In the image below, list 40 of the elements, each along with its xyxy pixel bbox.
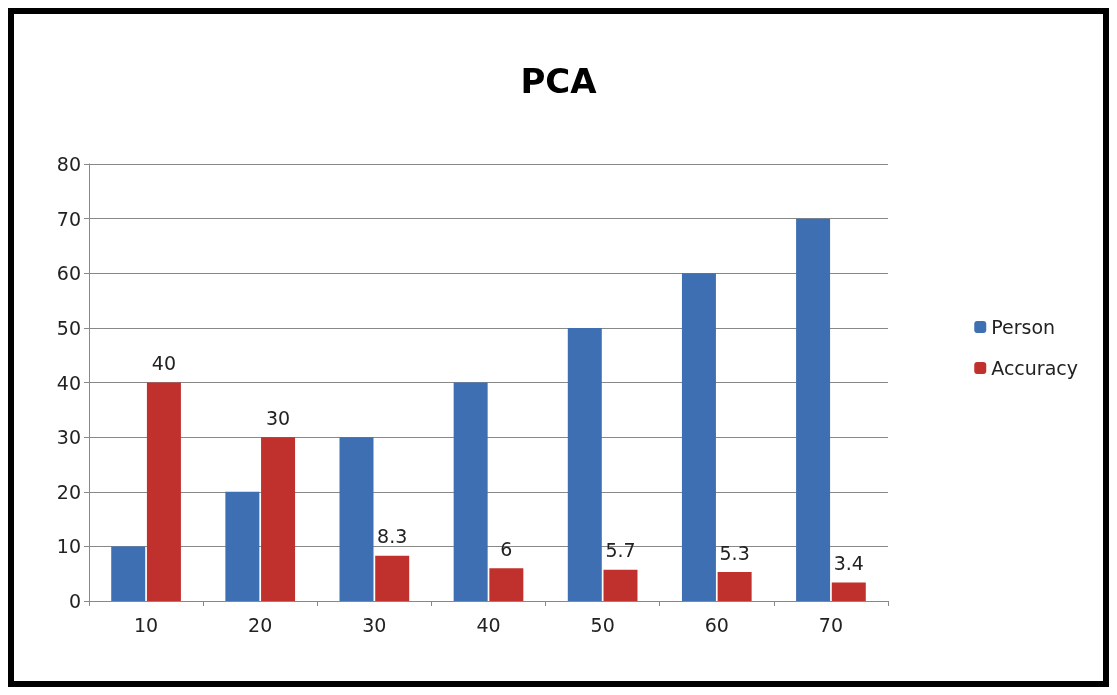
bar bbox=[796, 218, 831, 601]
x-tick-label: 60 bbox=[704, 613, 729, 636]
bar bbox=[146, 382, 181, 601]
y-tick-label: 50 bbox=[56, 316, 81, 339]
data-label: 30 bbox=[265, 406, 291, 429]
y-tick-label: 10 bbox=[56, 535, 81, 558]
x-tick-label: 10 bbox=[133, 613, 159, 636]
data-label: 8.3 bbox=[377, 525, 408, 548]
bar bbox=[339, 437, 374, 601]
bar bbox=[717, 572, 752, 601]
bar bbox=[489, 568, 524, 601]
bar bbox=[831, 582, 866, 601]
data-label: 40 bbox=[151, 352, 177, 374]
data-label: 5.3 bbox=[719, 541, 750, 564]
y-tick-label: 20 bbox=[56, 480, 81, 503]
legend-label: Person bbox=[991, 316, 1056, 338]
legend-label: Accuracy bbox=[991, 357, 1079, 379]
x-tick-label: 20 bbox=[248, 613, 273, 636]
bar bbox=[567, 327, 602, 601]
data-label: 5.7 bbox=[605, 539, 636, 562]
y-tick-label: 0 bbox=[68, 590, 81, 612]
y-tick-label: 60 bbox=[56, 262, 81, 285]
bar bbox=[261, 437, 296, 601]
y-tick-label: 30 bbox=[56, 426, 81, 449]
bar bbox=[375, 555, 410, 601]
data-label: 6 bbox=[500, 537, 513, 560]
x-tick-label: 30 bbox=[362, 613, 387, 636]
x-tick-label: 50 bbox=[590, 613, 615, 636]
x-tick-label: 70 bbox=[818, 613, 844, 636]
bar bbox=[225, 491, 260, 601]
y-tick-label: 80 bbox=[56, 153, 81, 175]
bar bbox=[681, 273, 716, 601]
x-tick-label: 40 bbox=[476, 613, 501, 636]
bar bbox=[603, 569, 638, 601]
chart-title: PCA bbox=[520, 61, 598, 101]
y-tick-label: 70 bbox=[56, 207, 81, 230]
y-tick-label: 40 bbox=[56, 371, 81, 394]
bar bbox=[111, 546, 146, 601]
data-label: 3.4 bbox=[833, 551, 864, 574]
bar bbox=[453, 382, 488, 601]
